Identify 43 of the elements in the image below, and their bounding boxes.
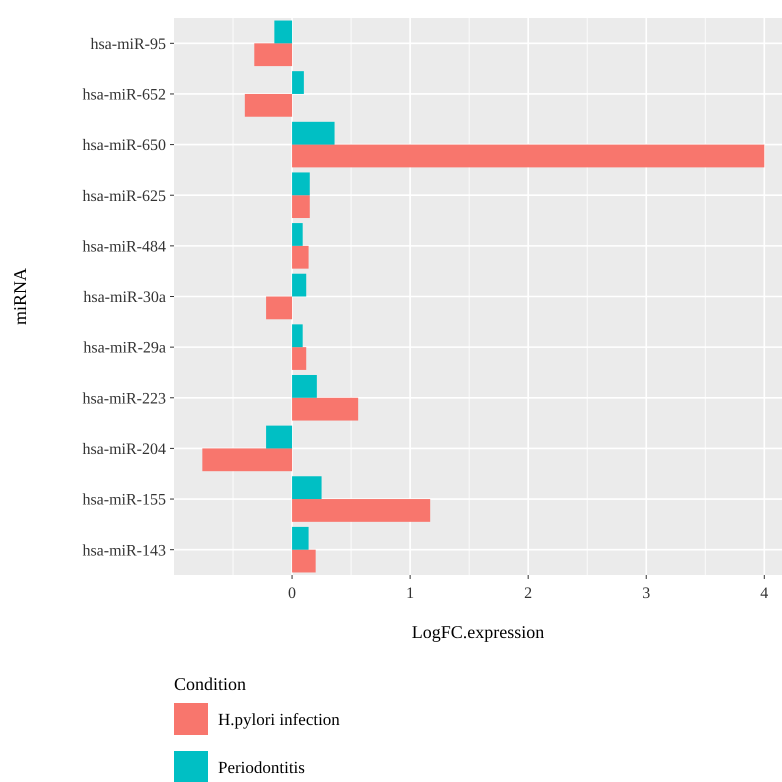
bar [292,172,310,196]
y-tick-label: hsa-miR-143 [82,542,166,560]
bar [292,499,430,522]
x-tick-label: 2 [524,585,532,602]
x-axis-title: LogFC.expression [412,622,544,642]
bar [266,426,292,448]
bar [292,526,309,550]
x-tick-label: 4 [760,585,768,602]
bar [292,374,317,398]
y-tick-label: hsa-miR-204 [82,441,166,458]
x-tick-label: 3 [642,585,650,602]
bar [292,71,304,94]
bar [292,476,322,500]
y-axis-title: miRNA [10,268,30,326]
bar [292,398,358,421]
bar [274,20,292,44]
legend-label: Periodontitis [218,758,305,777]
bar [202,448,292,472]
y-tick-label: hsa-miR-484 [82,238,166,256]
bar [292,550,316,572]
y-tick-label: hsa-miR-650 [82,137,166,154]
bar [292,122,335,145]
y-tick-label: hsa-miR-223 [82,390,166,408]
y-tick-label: hsa-miR-29a [83,340,166,357]
bar [292,274,306,296]
bar [254,43,292,66]
bar [266,296,292,320]
bar [292,223,303,246]
y-tick-label: hsa-miR-30a [83,289,166,306]
bar [292,195,310,218]
bar [292,144,764,168]
bar [292,246,309,269]
y-tick-label: hsa-miR-652 [82,86,166,104]
x-tick-label: 1 [406,585,414,602]
y-tick-label: hsa-miR-625 [82,188,166,205]
bar [244,94,292,117]
legend-label: H.pylori infection [218,710,340,729]
legend-title: Condition [174,674,246,694]
y-tick-label: hsa-miR-95 [90,36,166,53]
bar [292,347,306,370]
bar [292,324,303,348]
y-tick-label: hsa-miR-155 [82,492,166,509]
x-tick-label: 0 [288,585,296,602]
